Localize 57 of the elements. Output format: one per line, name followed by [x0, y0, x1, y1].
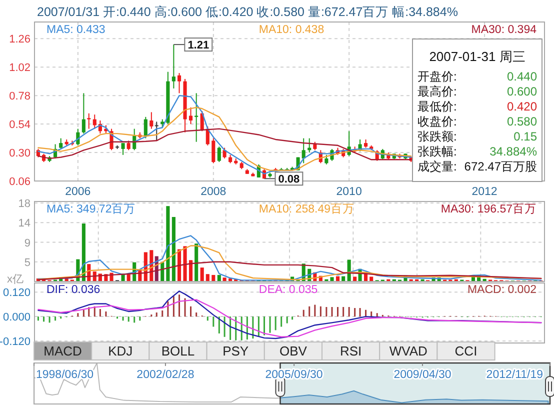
text: 2007-01-31 周三	[429, 49, 526, 64]
annotation: 最高价:	[418, 84, 457, 98]
y-tick-label: 1.26	[9, 34, 30, 46]
y-tick-label: 14	[18, 218, 30, 230]
y-tick-label: 9	[24, 237, 30, 250]
annotation: 收盘价:	[418, 114, 457, 128]
annotation: 34.884%	[490, 144, 538, 158]
text: MA30: 0.394	[471, 24, 538, 36]
y-tick-label: 1.02	[9, 62, 30, 74]
annotation: 张跌额:	[418, 130, 457, 144]
y-tick-label: 5	[24, 256, 30, 269]
annotation: 0.08	[278, 174, 300, 186]
text: MA10: 258.49百万	[258, 202, 355, 216]
annotation: 0.15	[514, 130, 538, 144]
series-label: MACD: 0.002	[467, 284, 536, 296]
text: BOLL	[161, 344, 195, 358]
y-tick-label: 0.54	[9, 119, 30, 132]
annotation: 开盘价:	[418, 70, 457, 84]
annotation: 张跌幅:	[418, 144, 457, 158]
series-label: DIF: 0.036	[46, 284, 100, 296]
x-tick-label: 2012	[472, 186, 498, 198]
y-tick-label: 0.120	[2, 287, 30, 300]
annotation: 672.47百万股	[464, 160, 537, 174]
x-tick-label: 1998/06/30	[36, 369, 94, 381]
text: MACD	[44, 344, 82, 358]
text: OBV	[279, 344, 308, 358]
annotation: 0.600	[506, 84, 538, 98]
y-tick-label: 18	[18, 198, 30, 210]
text: MA10: 0.438	[258, 24, 324, 36]
text: MA5: 0.433	[46, 24, 106, 36]
text: CCI	[454, 344, 478, 358]
x-tick-label: 2002/02/28	[136, 369, 194, 381]
text: PSY	[222, 344, 249, 358]
annotation: 0.420	[506, 100, 538, 114]
text: RSI	[340, 344, 362, 358]
text: MA30: 196.57百万	[440, 202, 536, 216]
chart-title: 2007/01/31 开:0.440 高:0.600 低:0.420 收:0.580 量:672.47百万 幅:34.884%	[37, 4, 458, 19]
x-tick-label: 2009/04/30	[394, 369, 452, 381]
annotation: 成交量:	[418, 160, 457, 174]
annotation: 0.440	[506, 70, 538, 84]
y-tick-label: 0.000	[2, 312, 30, 324]
x-tick-label: 2012/11/19	[486, 369, 543, 381]
text: KDJ	[108, 344, 133, 358]
text: MA5: 349.72百万	[46, 202, 136, 216]
x-tick-label: 2006	[65, 186, 91, 198]
text: WVAD	[389, 344, 428, 358]
y-axis-title: x亿	[7, 274, 24, 286]
y-tick-label: -0.120	[0, 336, 30, 348]
annotation: 1.21	[188, 40, 210, 52]
y-tick-label: 0.78	[9, 90, 30, 103]
x-tick-label: 2010	[336, 186, 362, 198]
annotation: 最低价:	[418, 100, 457, 114]
y-tick-label: 0.30	[9, 148, 30, 160]
y-tick-label: 0.06	[9, 176, 30, 188]
annotation: 0.580	[506, 114, 538, 128]
text: DEA: 0.035	[258, 284, 318, 296]
x-tick-label: 2008	[200, 186, 226, 198]
